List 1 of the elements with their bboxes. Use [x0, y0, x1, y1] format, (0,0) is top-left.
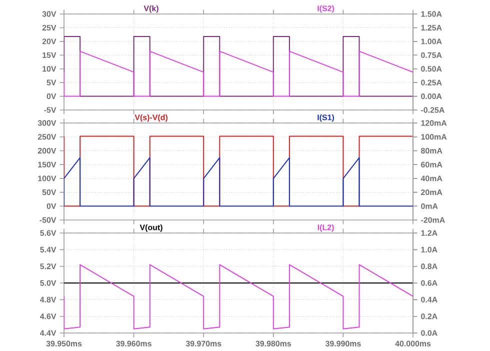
line-series	[64, 264, 413, 330]
